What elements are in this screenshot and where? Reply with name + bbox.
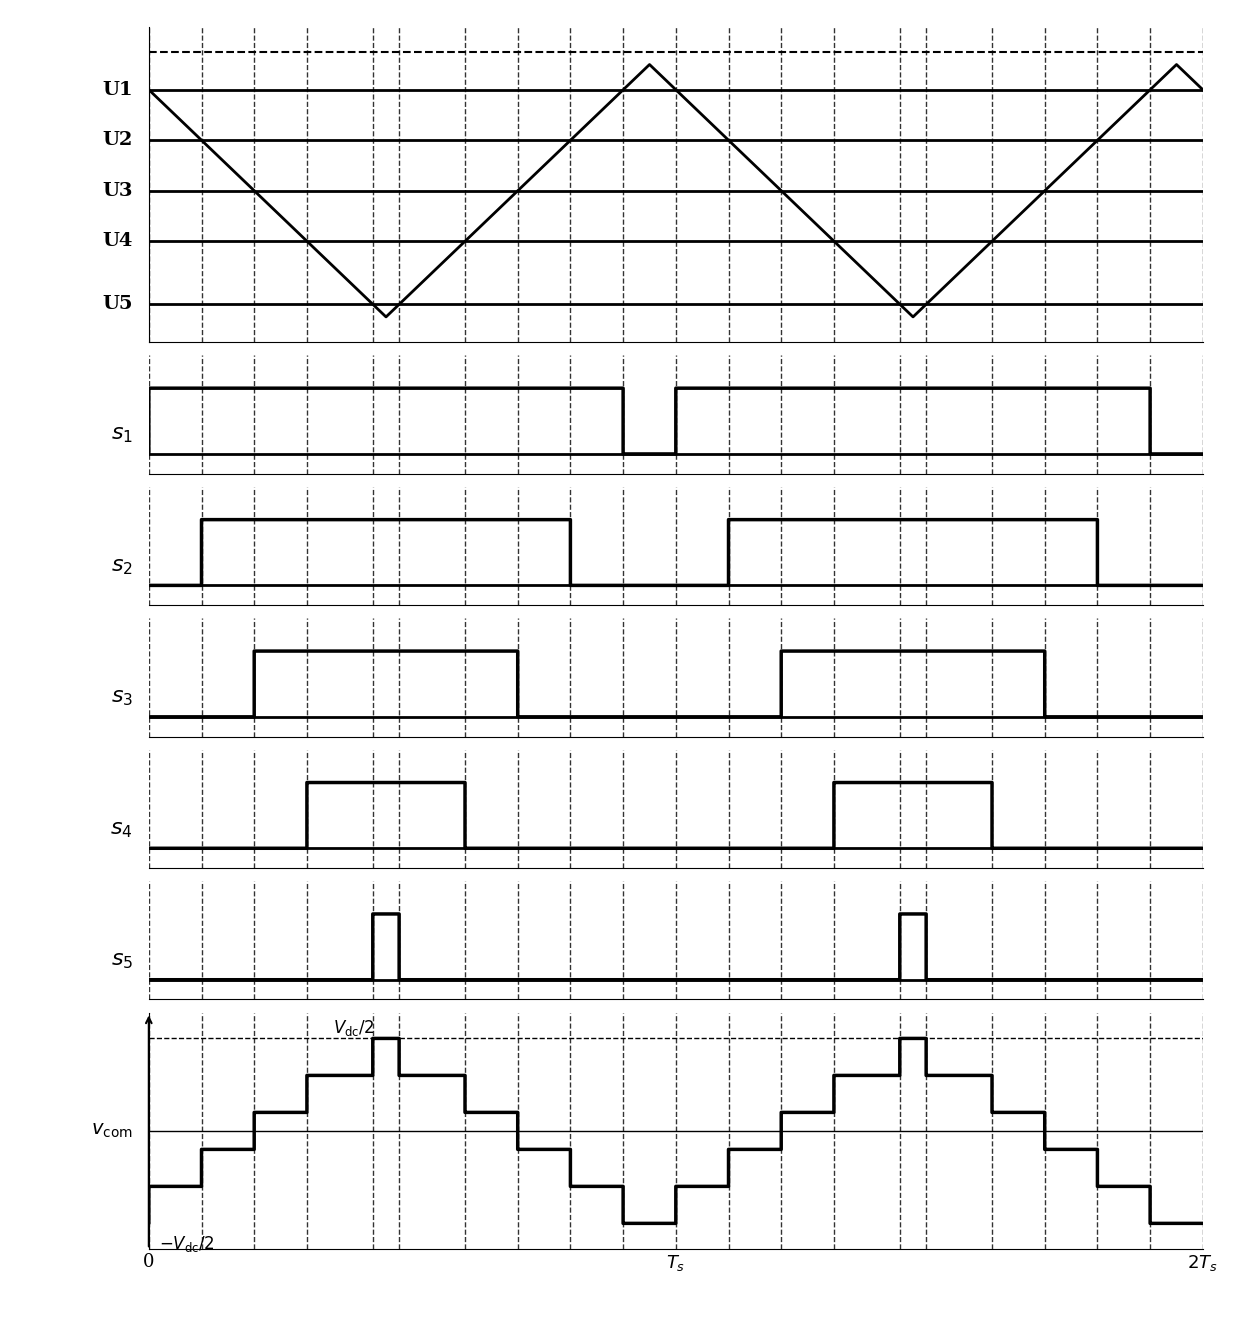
Text: $s_4$: $s_4$ xyxy=(110,817,133,840)
Text: U3: U3 xyxy=(103,182,133,199)
Text: $2T_s$: $2T_s$ xyxy=(1188,1253,1218,1273)
Text: $V_{\rm dc}/2$: $V_{\rm dc}/2$ xyxy=(334,1018,374,1038)
Text: U5: U5 xyxy=(103,295,133,314)
Text: 0: 0 xyxy=(143,1253,155,1271)
Text: $s_3$: $s_3$ xyxy=(110,686,133,708)
Text: $s_5$: $s_5$ xyxy=(110,949,133,971)
Text: U2: U2 xyxy=(103,132,133,149)
Text: U1: U1 xyxy=(103,81,133,98)
Text: $-V_{\rm dc}/2$: $-V_{\rm dc}/2$ xyxy=(159,1235,215,1255)
Text: $s_1$: $s_1$ xyxy=(112,423,133,445)
Text: $v_{\rm com}$: $v_{\rm com}$ xyxy=(92,1122,133,1140)
Text: U4: U4 xyxy=(103,233,133,250)
Text: $T_s$: $T_s$ xyxy=(666,1253,686,1273)
Text: $s_2$: $s_2$ xyxy=(112,554,133,577)
